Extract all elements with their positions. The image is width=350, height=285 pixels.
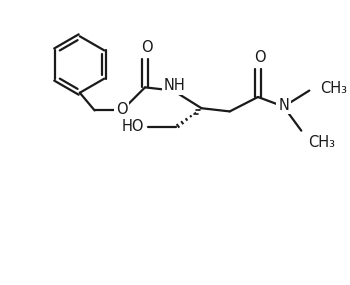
Text: NH: NH bbox=[163, 78, 185, 93]
Text: O: O bbox=[116, 102, 128, 117]
Text: O: O bbox=[254, 50, 265, 65]
Text: CH₃: CH₃ bbox=[321, 82, 348, 96]
Text: N: N bbox=[278, 97, 289, 113]
Text: CH₃: CH₃ bbox=[308, 135, 335, 150]
Text: O: O bbox=[141, 40, 153, 55]
Text: HO: HO bbox=[122, 119, 145, 134]
